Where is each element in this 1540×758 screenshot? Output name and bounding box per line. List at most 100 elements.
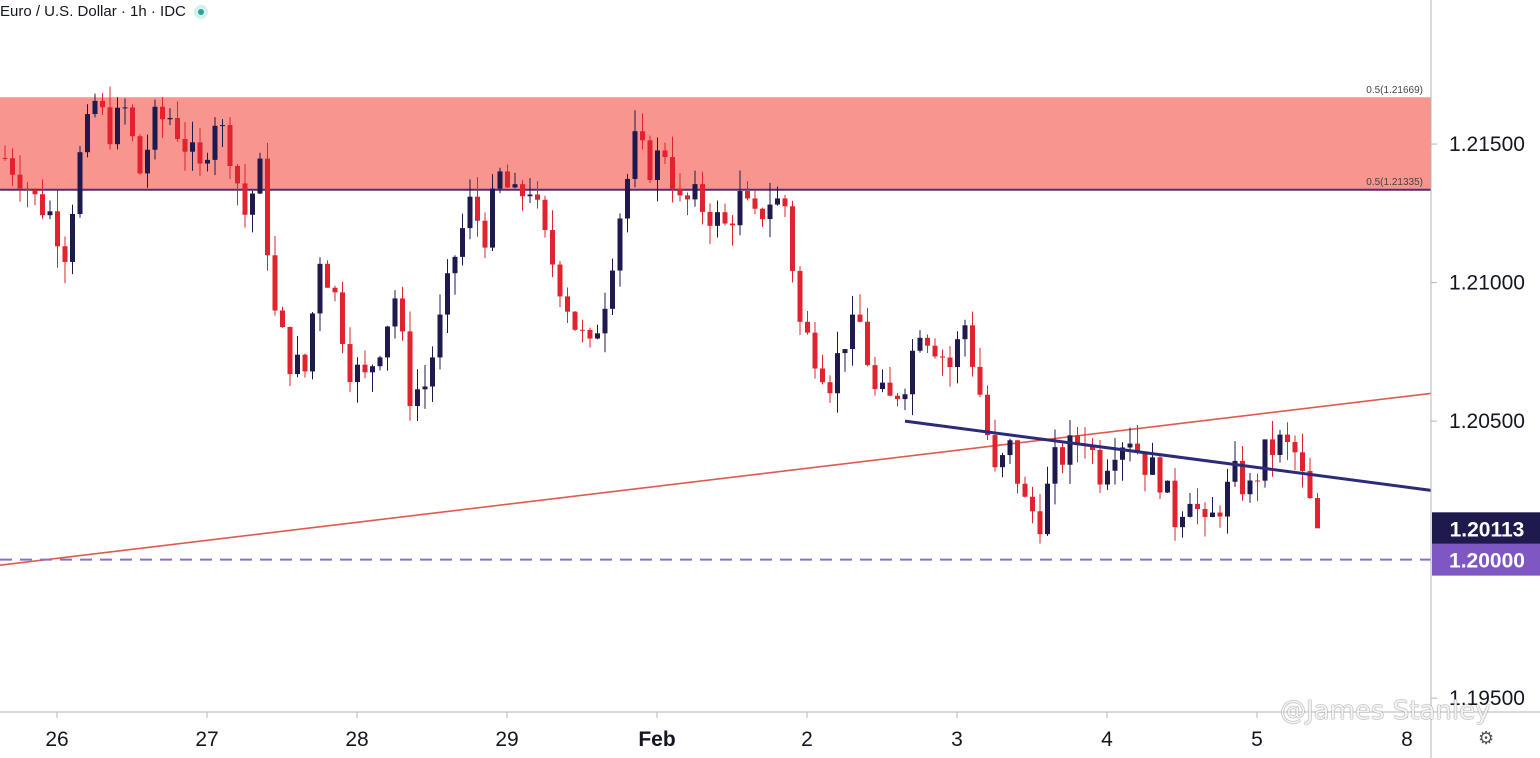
- candle-body: [1067, 435, 1073, 465]
- candle-body: [835, 353, 840, 394]
- x-tick-label: 26: [45, 728, 68, 751]
- candle-body: [842, 349, 848, 354]
- candle-body: [790, 206, 795, 271]
- candle-body: [362, 364, 368, 373]
- candle-body: [1262, 439, 1268, 481]
- candle-body: [235, 165, 240, 184]
- candle-body: [925, 337, 930, 346]
- candle-body: [775, 198, 780, 205]
- candle-body: [977, 366, 983, 395]
- candle-body: [1045, 483, 1050, 535]
- candle-body: [1112, 459, 1118, 471]
- candle-body: [647, 140, 653, 180]
- x-tick-label: 27: [195, 728, 218, 751]
- candle-body: [587, 329, 593, 339]
- candle-body: [820, 368, 825, 383]
- candle-body: [287, 327, 293, 375]
- y-tick-label: 1.19500: [1449, 687, 1525, 710]
- candle-body: [1015, 440, 1020, 484]
- candle-body: [497, 171, 503, 189]
- candle-body: [115, 107, 120, 145]
- x-tick-label: 8: [1401, 728, 1413, 751]
- candle-body: [827, 382, 833, 394]
- y-tick-label: 1.21500: [1449, 133, 1525, 156]
- candle-body: [100, 100, 105, 108]
- candle-body: [242, 183, 248, 215]
- candle-body: [385, 326, 390, 358]
- candle-body: [490, 188, 495, 248]
- candle-body: [1240, 460, 1245, 495]
- candle-body: [130, 107, 135, 137]
- price-tag-label: 1.20113: [1450, 518, 1525, 541]
- candle-body: [655, 150, 660, 180]
- candle-body: [175, 117, 180, 139]
- candle-body: [565, 296, 570, 312]
- gear-icon[interactable]: ⚙: [1478, 728, 1495, 749]
- candle-body: [152, 106, 158, 150]
- candle-body: [40, 194, 45, 216]
- candle-body: [602, 308, 608, 334]
- candle-body: [542, 199, 548, 231]
- candle-body: [167, 117, 173, 120]
- candle-body: [767, 204, 773, 220]
- candle-body: [782, 198, 788, 207]
- candle-body: [2, 157, 8, 159]
- candle-body: [1052, 447, 1058, 484]
- candle-body: [947, 357, 953, 368]
- candle-body: [670, 157, 675, 189]
- candle-body: [92, 100, 98, 115]
- candle-body: [1150, 457, 1155, 475]
- candle-body: [190, 142, 195, 152]
- candle-body: [512, 184, 518, 188]
- author-watermark: @James Stanley: [1280, 696, 1491, 726]
- candle-body: [1300, 452, 1305, 471]
- y-tick-label: 1.20500: [1449, 410, 1525, 433]
- candle-body: [77, 152, 83, 214]
- candle-body: [692, 184, 698, 200]
- symbol-title[interactable]: Euro / U.S. Dollar · 1h · IDC: [0, 3, 186, 20]
- candle-body: [910, 350, 915, 395]
- candle-body: [347, 344, 353, 383]
- candle-body: [685, 195, 690, 200]
- candle-body: [1060, 447, 1065, 465]
- candle-body: [265, 158, 270, 256]
- candle-body: [595, 333, 600, 339]
- candle-body: [932, 345, 938, 357]
- candle-body: [955, 339, 960, 368]
- candle-body: [182, 138, 188, 152]
- candle-body: [880, 382, 885, 390]
- y-tick-label: 1.21000: [1449, 272, 1525, 295]
- candle-body: [280, 310, 285, 328]
- x-tick-label: 29: [495, 728, 518, 751]
- candle-body: [1022, 483, 1028, 497]
- candle-body: [475, 196, 480, 221]
- candle-body: [1292, 442, 1298, 453]
- candle-body: [205, 159, 210, 164]
- candle-body: [302, 354, 308, 372]
- x-tick-label: 5: [1251, 728, 1263, 751]
- candle-body: [1277, 434, 1283, 455]
- candle-body: [160, 106, 165, 120]
- candle-body: [137, 136, 143, 174]
- candle-body: [760, 208, 765, 220]
- candle-body: [482, 220, 488, 248]
- candle-body: [662, 150, 668, 158]
- candle-body: [550, 230, 555, 265]
- candle-body: [47, 211, 53, 216]
- candle-body: [430, 357, 435, 387]
- candle-body: [467, 196, 473, 229]
- candle-body: [250, 193, 255, 215]
- candle-body: [62, 246, 68, 262]
- candle-body: [872, 365, 878, 390]
- candle-body: [17, 174, 23, 189]
- candle-body: [730, 223, 735, 226]
- candle-body: [1217, 512, 1223, 517]
- candle-body: [715, 212, 720, 226]
- x-tick-label: 28: [345, 728, 368, 751]
- candle-body: [1165, 480, 1170, 493]
- candle-body: [422, 386, 428, 390]
- candle-body: [1157, 457, 1163, 493]
- candle-body: [895, 395, 900, 400]
- last-price-tag: [1432, 512, 1540, 545]
